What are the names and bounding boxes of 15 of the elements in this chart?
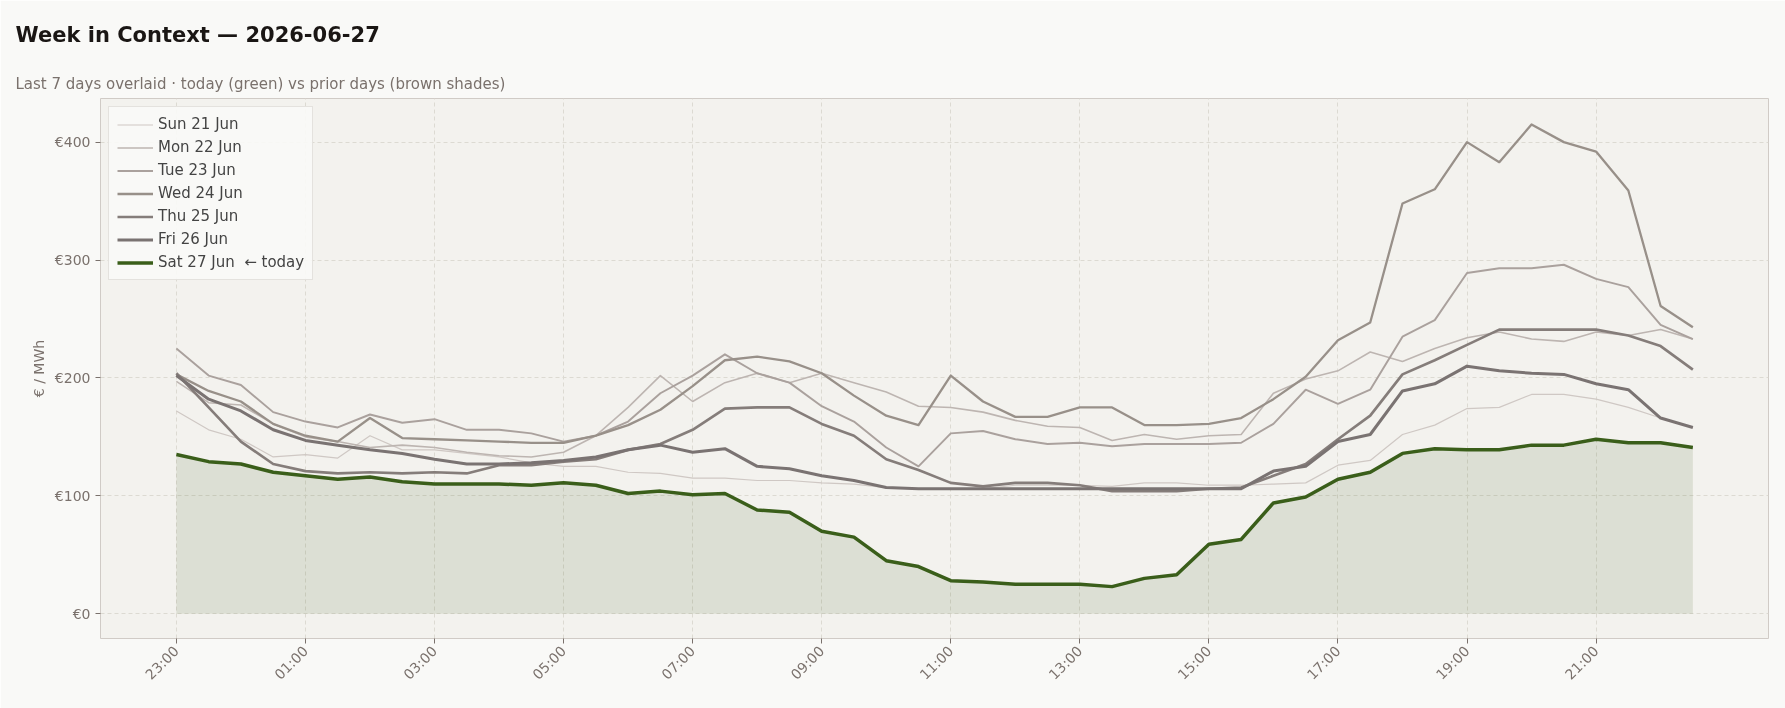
legend-label: Thu 25 Jun [158,207,239,225]
legend-label: Fri 26 Jun [158,230,228,248]
chart-title: Week in Context — 2026-06-27 [15,22,380,47]
y-tick-label: €300 [54,252,91,269]
y-tick-label: €400 [54,134,91,151]
y-tick-label: €200 [54,369,91,386]
y-axis-title: € / MWh [30,339,47,398]
legend-label: Sun 21 Jun [158,115,239,133]
legend-label: Tue 23 Jun [158,161,236,179]
chart-subtitle: Last 7 days overlaid · today (green) vs prior days (brown shades) [15,74,506,93]
legend-label: Wed 24 Jun [158,184,243,202]
legend-label: Sat 27 Jun ← today [158,253,305,271]
y-tick-label: €0 [72,605,91,622]
y-tick-label: €100 [54,487,91,504]
legend-label: Mon 22 Jun [158,138,242,156]
